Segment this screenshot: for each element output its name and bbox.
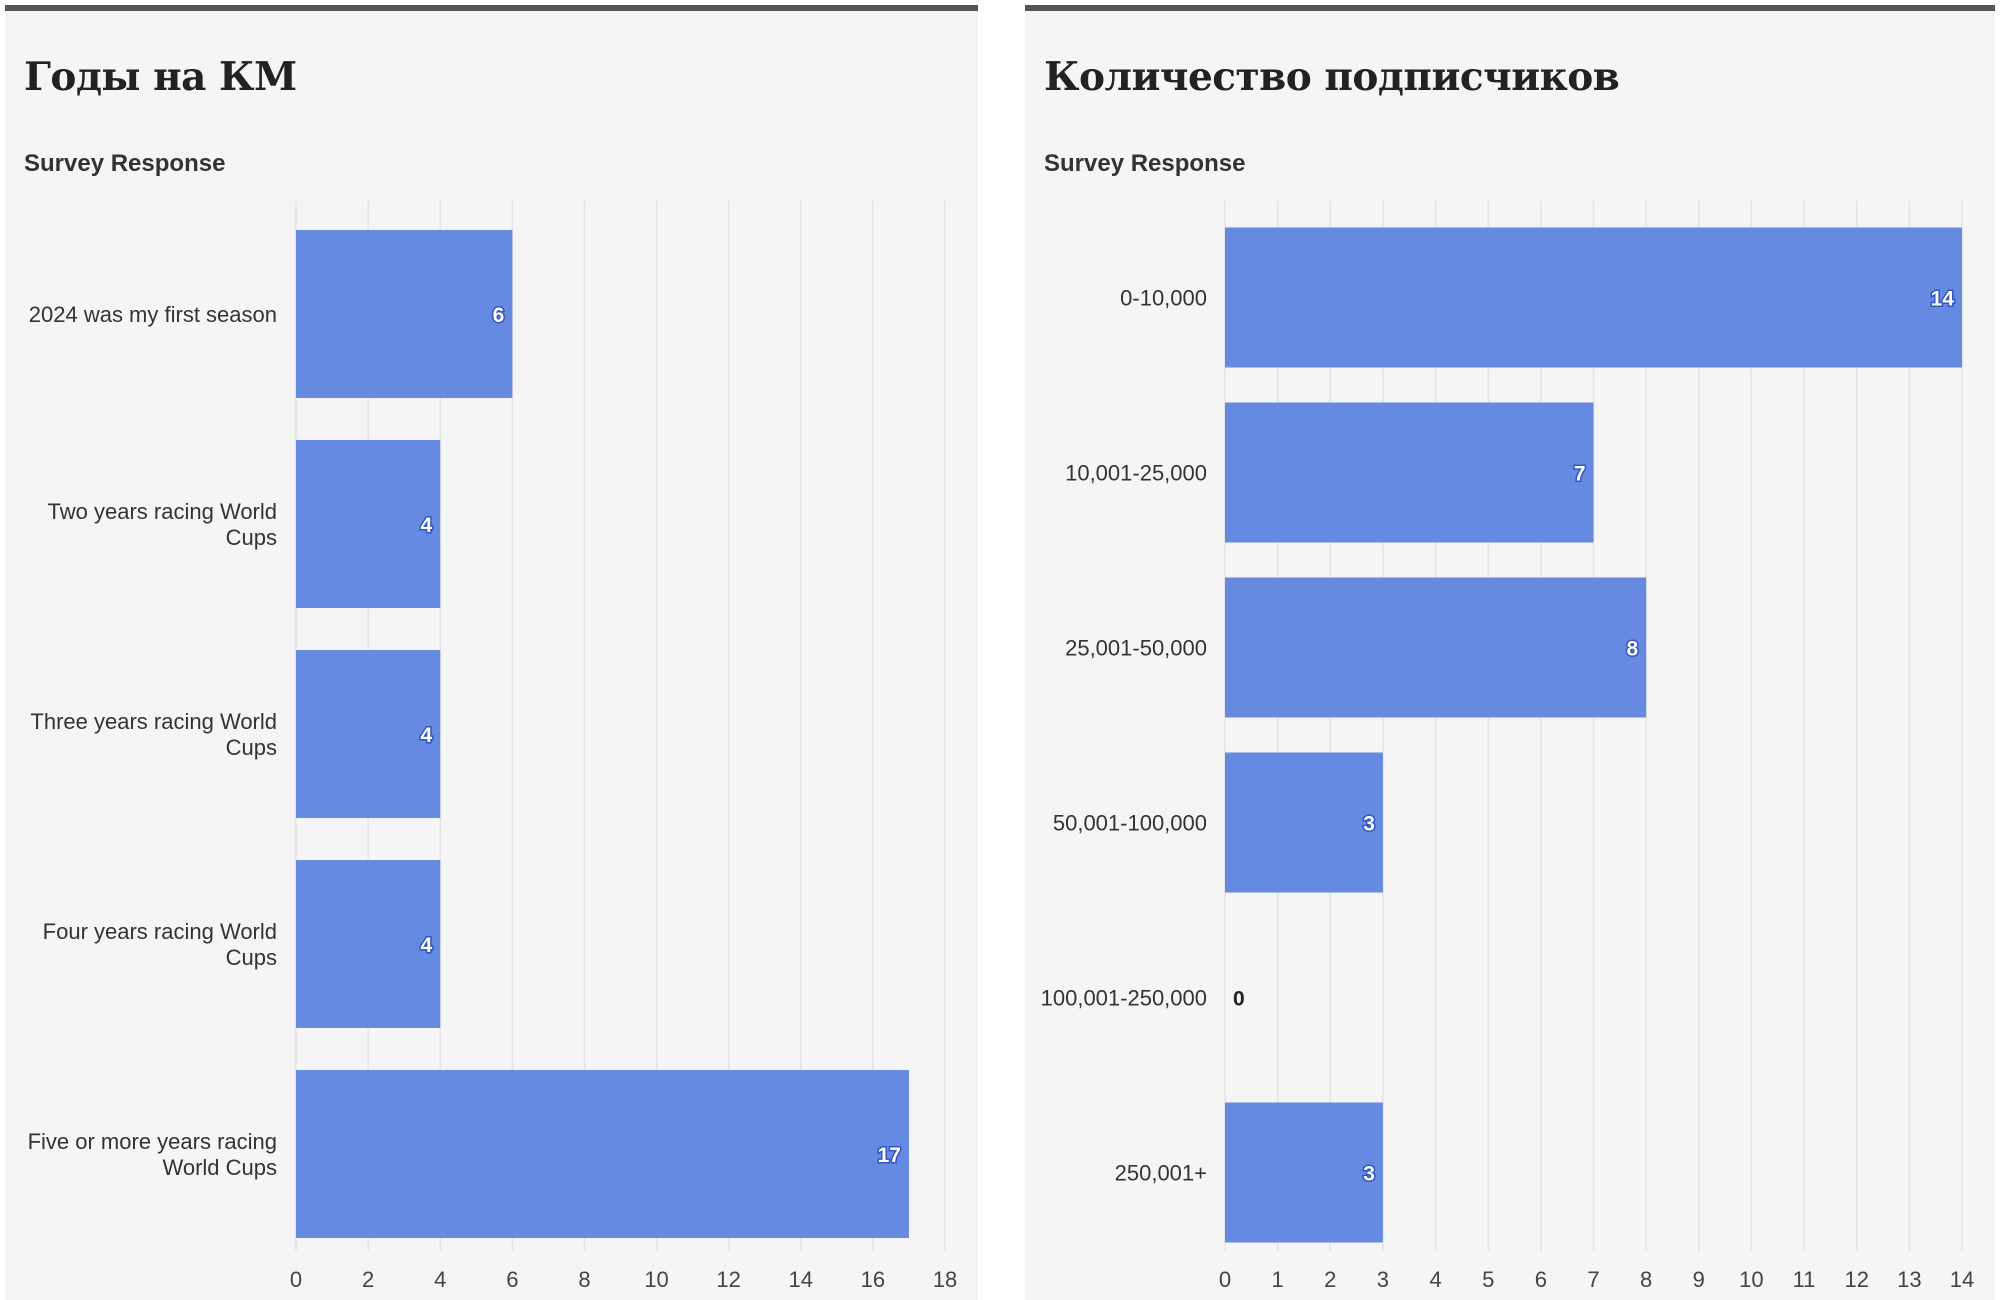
category-label: 2024 was my first season (29, 302, 277, 327)
bar (296, 860, 441, 1028)
bar-chart-subscribers: 0 1 2 3 4 5 6 7 8 9 10 11 12 13 14140-10,000710,001-25… (1041, 201, 1974, 1292)
data-label: 0 (1233, 988, 1245, 1011)
x-tick-label: 13 (1897, 1267, 1921, 1292)
bar (296, 230, 513, 398)
x-tick-label: 1 (1272, 1267, 1284, 1292)
category-label: Four years racing World Cups (43, 919, 277, 970)
x-tick-label: 0 (1219, 1267, 1231, 1292)
data-label: 4 (421, 514, 433, 537)
data-label: 14 (1931, 288, 1955, 311)
x-tick-label: 7 (1587, 1267, 1599, 1292)
chart-panel-years: Годы на КМ Survey Response 0 2 4 6 8 10 12 14 16… (5, 5, 978, 1300)
x-tick-label: 0 (290, 1267, 302, 1292)
category-label: 10,001-25,000 (1065, 461, 1207, 486)
data-label: 7 (1574, 463, 1586, 486)
x-tick-label: 2 (362, 1267, 374, 1292)
category-label: 50,001-100,000 (1053, 811, 1207, 836)
x-tick-label: 8 (1640, 1267, 1652, 1292)
data-label: 8 (1626, 638, 1638, 661)
category-label: 250,001+ (1115, 1161, 1207, 1186)
x-tick-label: 6 (1535, 1267, 1547, 1292)
category-label: 100,001-250,000 (1041, 986, 1207, 1011)
x-tick-label: 4 (434, 1267, 446, 1292)
category-label: Two years racing World Cups (48, 499, 277, 550)
x-tick-label: 12 (716, 1267, 740, 1292)
chart-title: Количество подписчиков (1044, 54, 1620, 100)
data-label: 3 (1363, 813, 1375, 836)
x-tick-label: 8 (578, 1267, 590, 1292)
data-label: 3 (1363, 1163, 1375, 1186)
data-label: 17 (878, 1144, 901, 1167)
bar (1225, 577, 1647, 718)
x-tick-label: 14 (1950, 1267, 1974, 1292)
x-tick-label: 16 (861, 1267, 885, 1292)
data-label: 6 (493, 304, 505, 327)
x-tick-label: 3 (1377, 1267, 1389, 1292)
x-tick-label: 12 (1844, 1267, 1868, 1292)
x-tick-label: 6 (506, 1267, 518, 1292)
bar (1225, 227, 1962, 368)
x-tick-label: 9 (1693, 1267, 1705, 1292)
data-label: 4 (421, 724, 433, 747)
bar-chart-years: 0 2 4 6 8 10 12 14 16 18 6 2024 was my first season… (28, 201, 957, 1292)
x-tick-label: 10 (644, 1267, 668, 1292)
y-axis-title: Survey Response (24, 150, 226, 177)
category-label: 25,001-50,000 (1065, 636, 1207, 661)
bar (1225, 752, 1383, 893)
chart-title: Годы на КМ (24, 54, 297, 100)
category-label: 0-10,000 (1120, 286, 1207, 311)
bar (296, 440, 441, 608)
bar (1225, 1102, 1383, 1243)
x-tick-label: 5 (1482, 1267, 1494, 1292)
x-tick-label: 18 (933, 1267, 957, 1292)
chart-panel-subscribers: Количество подписчиков Survey Response 0… (1025, 5, 1995, 1300)
x-tick-label: 11 (1793, 1267, 1816, 1292)
data-label: 4 (421, 934, 433, 957)
x-tick-label: 2 (1324, 1267, 1336, 1292)
bar (296, 1070, 909, 1238)
category-label: Three years racing World Cups (30, 709, 277, 760)
bar (296, 650, 441, 818)
x-tick-label: 10 (1739, 1267, 1763, 1292)
x-tick-label: 4 (1429, 1267, 1441, 1292)
x-tick-label: 14 (789, 1267, 813, 1292)
bar (1225, 402, 1594, 543)
category-label: Five or more years racing World Cups (28, 1129, 277, 1180)
y-axis-title: Survey Response (1044, 150, 1246, 177)
